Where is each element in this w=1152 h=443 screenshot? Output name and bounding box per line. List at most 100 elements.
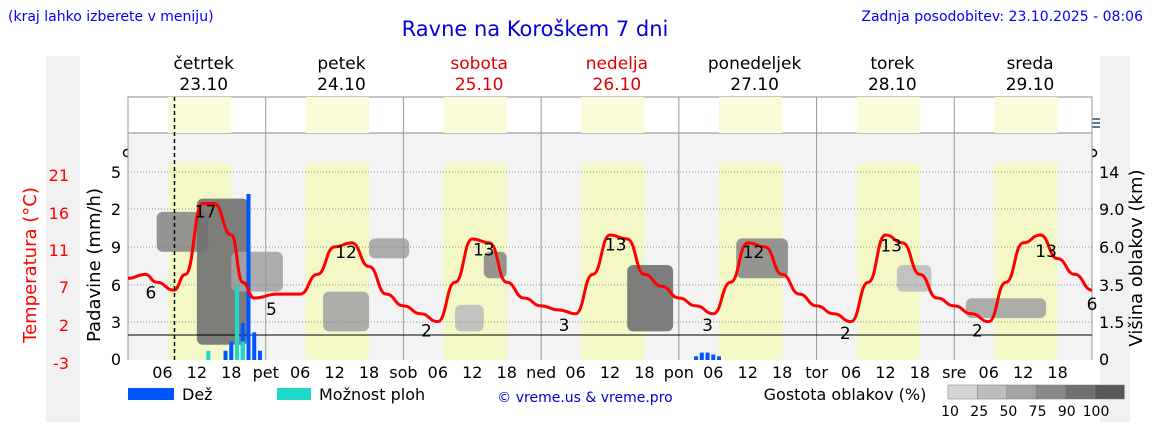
temperature-label: 12 (743, 243, 765, 263)
x-tick-label: 12 (462, 363, 482, 382)
density-scale: 10 25 50 75 90 100 (941, 384, 1125, 420)
density-step-label: 90 (1058, 404, 1076, 420)
temperature-label: 2 (421, 321, 432, 341)
x-tick-label: 12 (324, 363, 344, 382)
x-tick-label: 06 (979, 363, 999, 382)
density-step-label: 75 (1029, 404, 1047, 420)
x-tick-label: 12 (738, 363, 758, 382)
legend-rain-label: Dež (182, 385, 213, 404)
temperature-tick: 16 (49, 204, 69, 223)
x-tick-label: 06 (565, 363, 585, 382)
precipitation-tick: 3 (111, 313, 121, 332)
density-swatch (947, 384, 978, 400)
day-name: sreda (1006, 54, 1053, 74)
x-tick-label: pon (664, 363, 694, 382)
x-tick-label: 18 (910, 363, 930, 382)
shower-chance-bar (240, 341, 245, 360)
x-tick-label: 06 (428, 363, 448, 382)
temperature-tick: 21 (49, 166, 69, 185)
cloud-height-tick: 3.5 (1099, 276, 1124, 295)
rain-bar (717, 356, 722, 360)
temperature-label: 6 (1087, 295, 1098, 315)
cloud-height-tick: 0 (1099, 350, 1109, 369)
x-tick-label: 12 (187, 363, 207, 382)
icon-day-band (719, 97, 783, 133)
x-tick-label: 06 (703, 363, 723, 382)
cloud-layer (369, 238, 410, 259)
density-step-label: 10 (941, 404, 959, 420)
icon-day-band (856, 97, 920, 133)
rain-bar (229, 341, 234, 360)
icon-day-band (168, 97, 232, 133)
day-name: torek (870, 54, 914, 74)
precipitation-tick: 0 (111, 350, 121, 369)
density-swatch (1094, 384, 1125, 400)
rain-bar (223, 350, 228, 360)
temperature-label: 2 (840, 324, 851, 344)
rain-bar (246, 194, 251, 360)
legend-shower-swatch (277, 388, 311, 400)
left-axis-panel (46, 56, 80, 422)
temperature-tick: -3 (53, 354, 69, 373)
density-step-label: 50 (999, 404, 1017, 420)
density-swatch (977, 384, 1008, 400)
last-updated: Zadnja posodobitev: 23.10.2025 - 08:06 (861, 9, 1143, 25)
x-tick-label: sob (389, 363, 417, 382)
day-name: ponedeljek (708, 54, 802, 74)
temperature-label: 13 (605, 235, 627, 255)
icon-day-band (443, 97, 507, 133)
temperature-label: 3 (559, 316, 570, 336)
rain-bar (705, 352, 710, 360)
rain-bar (252, 332, 257, 360)
shower-chance-bar (235, 286, 240, 360)
cloud-layer (323, 291, 369, 332)
x-tick-label: 12 (600, 363, 620, 382)
cloud-layer (627, 265, 674, 332)
right-axis-panel (1100, 56, 1130, 422)
day-date: 29.10 (1006, 75, 1055, 95)
x-tick-label: sre (942, 363, 966, 382)
day-name: nedelja (586, 54, 648, 74)
day-date: 25.10 (455, 75, 504, 95)
legend: Dež Možnost ploh © vreme.us & vreme.pro … (128, 384, 1125, 420)
shower-chance-bar (206, 350, 211, 360)
cloud-layer (455, 304, 484, 332)
precipitation-tick: 6 (111, 276, 121, 295)
icon-day-band (305, 97, 369, 133)
cloud-height-tick: 14 (1099, 163, 1119, 182)
temperature-tick: 7 (59, 278, 69, 297)
x-tick-label: ned (526, 363, 556, 382)
temperature-label: 3 (702, 316, 713, 336)
temperature-tick: 11 (49, 241, 69, 260)
temperature-label: 13 (1035, 242, 1057, 262)
rain-bar (257, 350, 262, 360)
rain-bar (694, 356, 699, 360)
x-tick-label: tor (805, 363, 828, 382)
legend-shower-label: Možnost ploh (319, 385, 425, 404)
legend-rain-swatch (128, 388, 174, 400)
x-tick-label: 18 (634, 363, 654, 382)
temperature-label: 12 (335, 243, 357, 263)
temperature-label: 2 (972, 321, 983, 341)
credit-link[interactable]: © vreme.us & vreme.pro (497, 390, 672, 406)
legend-density-title: Gostota oblakov (%) (764, 385, 927, 404)
x-tick-label: 12 (1013, 363, 1033, 382)
temperature-tick: 2 (59, 316, 69, 335)
icon-day-band (581, 97, 645, 133)
x-tick-label: 06 (152, 363, 172, 382)
temperature-line (127, 202, 1093, 324)
plot-area: 6 17 5 12 2 13 3 13 3 12 2 13 2 13 6 21 16 11 7 2 -3 5 2 9 6 3 0 14… (49, 96, 1124, 382)
x-tick-label: 06 (290, 363, 310, 382)
day-date: 23.10 (179, 75, 228, 95)
cloud-height-tick: 6.0 (1099, 238, 1124, 257)
cloud-layer (965, 298, 1047, 319)
x-tick-label: 12 (875, 363, 895, 382)
density-step-label: 100 (1083, 404, 1110, 420)
day-date: 24.10 (317, 75, 366, 95)
precipitation-tick: 9 (111, 238, 121, 257)
daylight-band (994, 163, 1058, 360)
density-swatch (1065, 384, 1096, 400)
cloud-height-tick: 9.0 (1099, 200, 1124, 219)
